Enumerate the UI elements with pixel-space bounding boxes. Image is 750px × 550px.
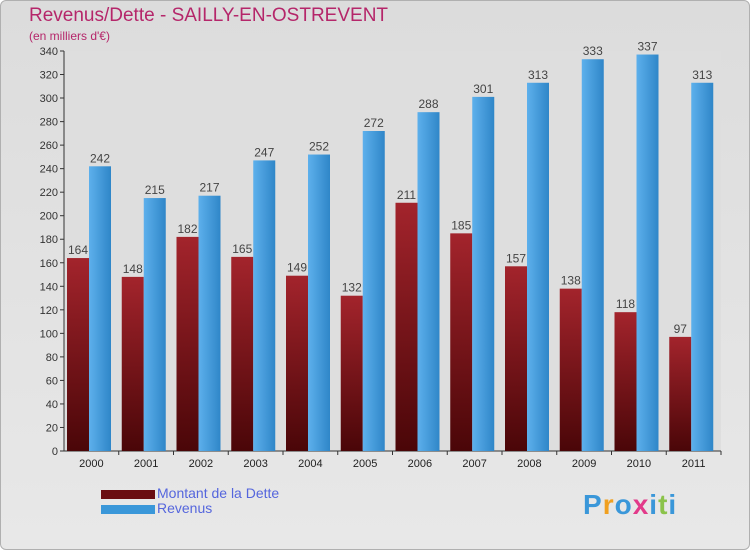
plot-area — [64, 51, 721, 451]
bar-revenue — [198, 195, 221, 451]
data-label-debt: 165 — [232, 242, 252, 256]
data-label-revenue: 247 — [254, 145, 274, 159]
logo-letter: x — [632, 489, 650, 520]
data-label-debt: 211 — [397, 188, 416, 202]
data-label-debt: 148 — [123, 262, 143, 276]
y-tick-label: 140 — [40, 281, 58, 293]
y-tick-label: 220 — [40, 187, 58, 199]
logo-letter: t — [658, 489, 669, 520]
y-tick-label: 0 — [52, 446, 58, 458]
bar-revenue — [581, 59, 604, 452]
bar-debt — [176, 236, 199, 451]
data-label-revenue: 313 — [692, 68, 712, 82]
x-tick-label: 2004 — [298, 458, 322, 470]
data-label-revenue: 272 — [364, 116, 384, 130]
x-tick-label: 2009 — [572, 458, 596, 470]
y-tick-label: 200 — [40, 211, 58, 223]
data-label-debt: 149 — [287, 261, 307, 275]
legend-label-revenue: Revenus — [157, 500, 213, 516]
logo-letter: i — [668, 489, 678, 520]
y-tick-label: 280 — [40, 117, 58, 129]
data-label-revenue: 242 — [90, 151, 110, 165]
y-tick-label: 60 — [46, 375, 58, 387]
x-tick-label: 2001 — [134, 458, 158, 470]
bar-revenue — [527, 82, 549, 451]
bar-debt — [286, 275, 308, 451]
bar-debt — [669, 336, 692, 451]
logo-letter: i — [649, 489, 659, 520]
x-tick-label: 2010 — [627, 458, 651, 470]
bar-debt — [559, 288, 582, 451]
y-tick-label: 320 — [40, 70, 58, 82]
y-tick-label: 160 — [40, 258, 58, 270]
y-tick-label: 260 — [40, 140, 58, 152]
logo-letter: o — [614, 489, 633, 520]
bar-debt — [340, 295, 363, 451]
data-label-revenue: 252 — [309, 140, 329, 154]
bar-revenue — [143, 198, 166, 451]
chart-subtitle: (en milliers d'€) — [29, 29, 110, 43]
chart-title: Revenus/Dette - SAILLY-EN-OSTREVENT — [29, 5, 389, 26]
x-tick-label: 2003 — [243, 458, 267, 470]
data-label-debt: 132 — [342, 281, 362, 295]
data-label-debt: 157 — [506, 251, 526, 265]
data-label-debt: 185 — [451, 218, 471, 232]
y-tick-label: 40 — [46, 399, 58, 411]
bar-debt — [614, 312, 637, 451]
bar-revenue — [472, 96, 495, 451]
data-label-debt: 118 — [616, 297, 635, 311]
data-label-revenue: 301 — [473, 82, 493, 96]
y-tick-label: 120 — [40, 305, 58, 317]
data-label-debt: 182 — [177, 222, 197, 236]
data-label-revenue: 217 — [199, 181, 219, 195]
bar-debt — [450, 233, 473, 451]
x-tick-label: 2000 — [79, 458, 103, 470]
y-tick-label: 340 — [40, 46, 58, 58]
bar-revenue — [362, 131, 385, 451]
bar-revenue — [253, 160, 276, 452]
bar-debt — [231, 256, 254, 451]
data-label-debt: 97 — [674, 322, 688, 336]
bar-revenue — [417, 112, 440, 452]
bar-debt — [121, 276, 144, 451]
x-tick-label: 2007 — [462, 458, 486, 470]
data-label-revenue: 313 — [528, 68, 548, 82]
logo-letter: P — [583, 489, 603, 520]
bar-revenue — [308, 154, 330, 451]
data-label-debt: 138 — [561, 274, 581, 288]
proxiti-logo: Proxiti — [583, 489, 677, 521]
x-tick-label: 2008 — [517, 458, 541, 470]
y-tick-label: 300 — [40, 93, 58, 105]
data-label-debt: 164 — [68, 243, 88, 257]
bar-revenue — [691, 82, 714, 451]
logo-letter: r — [602, 489, 615, 520]
data-label-revenue: 288 — [418, 97, 438, 111]
data-label-revenue: 333 — [583, 44, 603, 58]
bar-revenue — [89, 166, 111, 451]
y-tick-label: 100 — [40, 328, 58, 340]
legend-swatch-revenue — [101, 505, 155, 514]
legend-swatch-debt — [101, 490, 155, 499]
bar-debt — [505, 266, 527, 451]
x-tick-label: 2002 — [189, 458, 213, 470]
x-tick-label: 2006 — [408, 458, 432, 470]
x-tick-label: 2011 — [682, 458, 706, 470]
x-tick-label: 2005 — [353, 458, 377, 470]
data-label-revenue: 215 — [145, 183, 165, 197]
y-tick-label: 20 — [46, 422, 58, 434]
legend-label-debt: Montant de la Dette — [157, 485, 280, 501]
bar-revenue — [636, 54, 659, 451]
data-label-revenue: 337 — [637, 40, 657, 54]
y-tick-label: 180 — [40, 234, 58, 246]
bar-debt — [67, 258, 89, 451]
y-tick-label: 240 — [40, 164, 58, 176]
bar-debt — [395, 202, 418, 451]
y-tick-label: 80 — [46, 352, 58, 364]
